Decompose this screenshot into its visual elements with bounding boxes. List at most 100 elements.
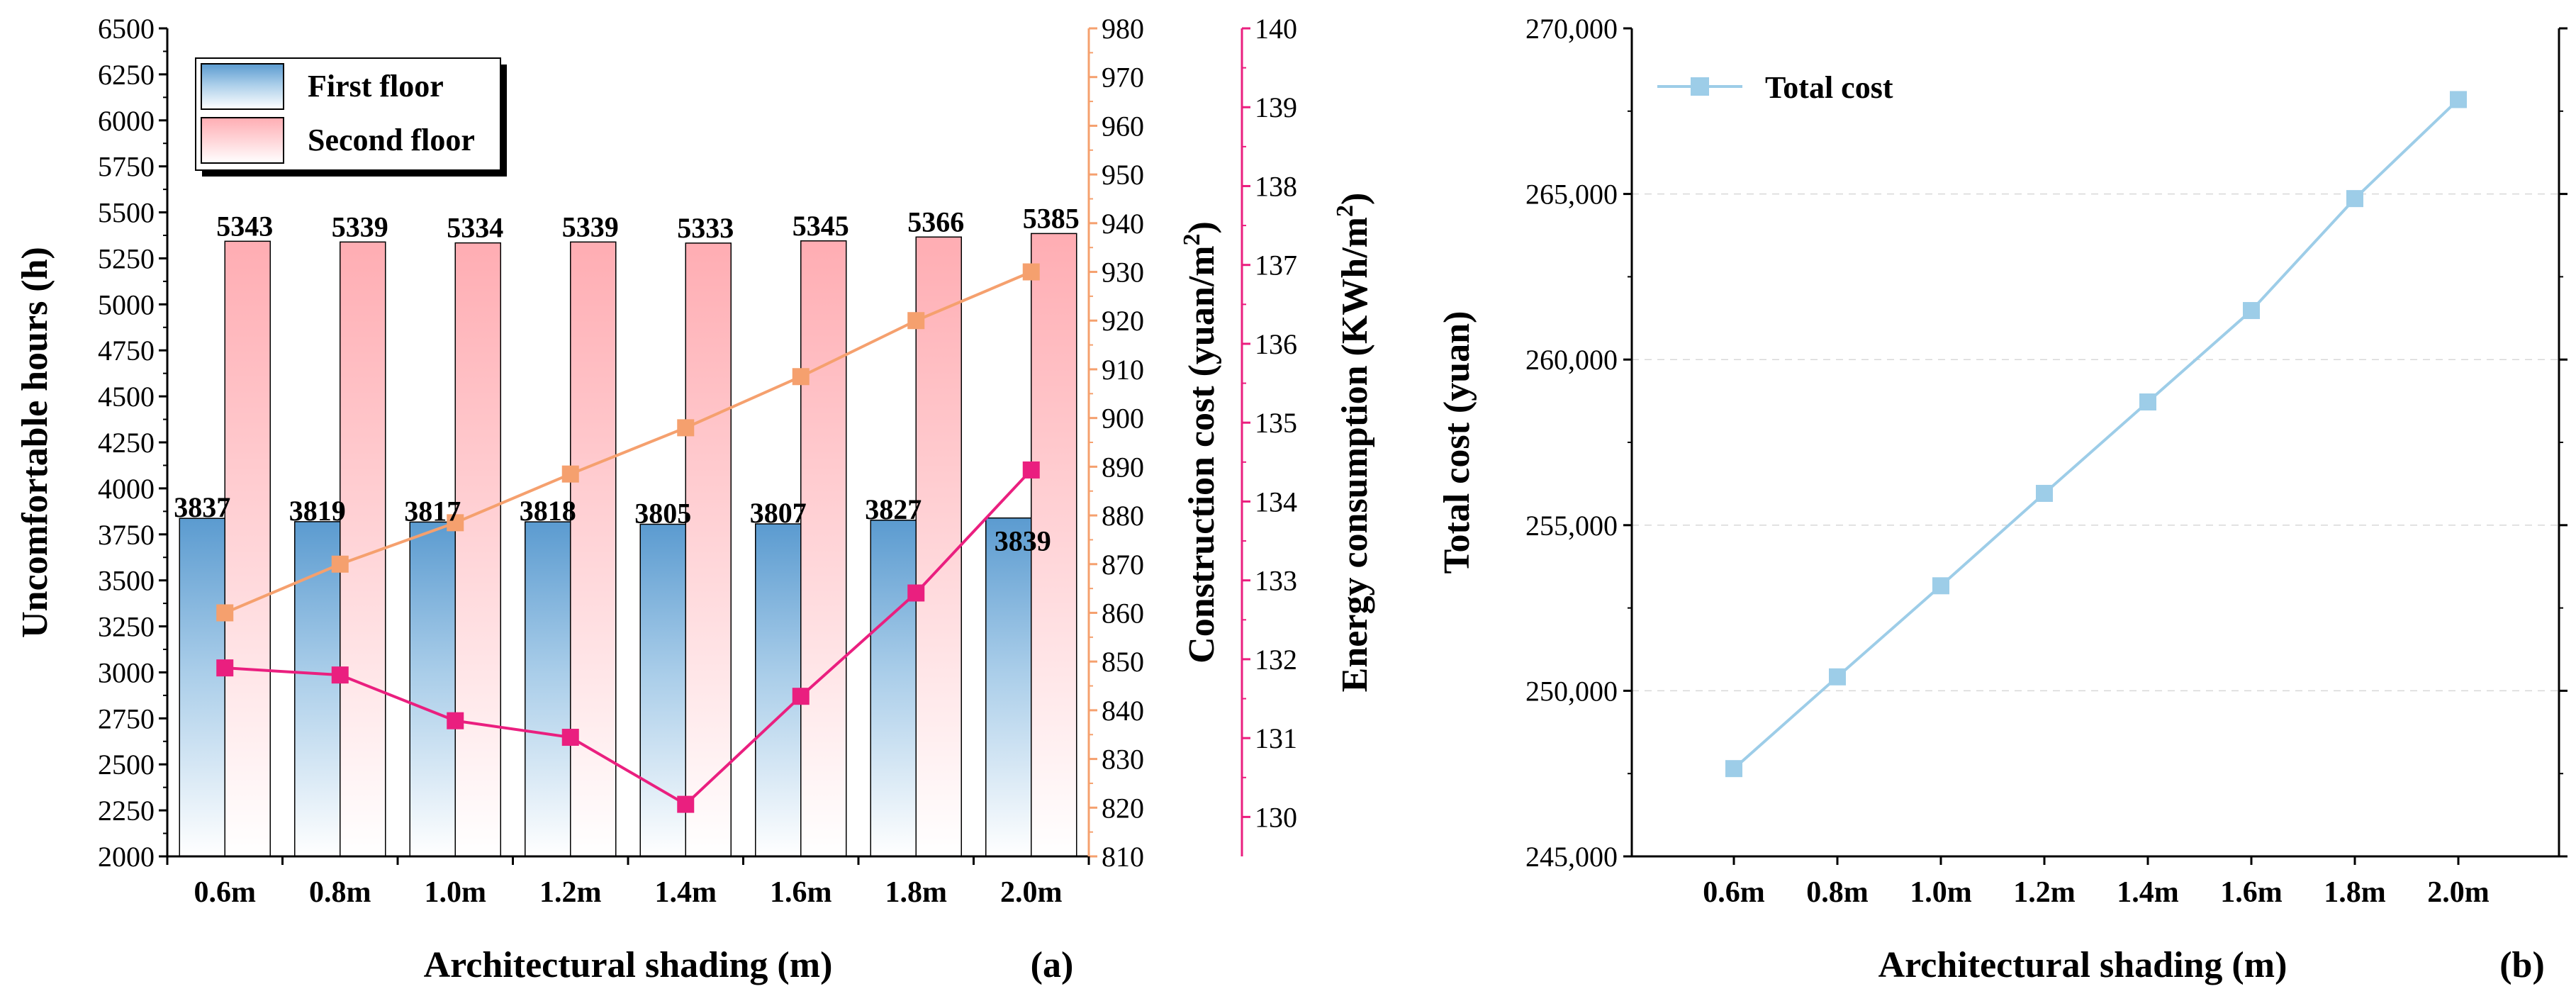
left-tick-label-5500: 5500	[98, 197, 155, 229]
x-tick-label-0.6m: 0.6m	[194, 876, 257, 909]
panel-b-label: (b)	[2499, 945, 2545, 985]
left-tick-label-3000: 3000	[98, 656, 155, 688]
cost-tick-label-940: 940	[1102, 208, 1144, 240]
left-tick-label-2250: 2250	[98, 795, 155, 827]
left-tick-label-4250: 4250	[98, 427, 155, 459]
b-x-tick-label-1.8m: 1.8m	[2324, 876, 2386, 909]
legend-label-total-cost: Total cost	[1765, 70, 1893, 105]
panel-a-energy-ticks: 130 131 132 133 134 135 136 137 138 139 140	[1242, 13, 1297, 833]
bar-first-floor-1.2m	[525, 521, 571, 857]
bar-first-floor-1.8m	[870, 520, 917, 857]
data-label-first-floor-1.8m: 3827	[865, 493, 922, 525]
b-y-tick-label-270,000: 270,000	[1525, 13, 1618, 45]
panel-a-bars	[179, 233, 1077, 857]
x-tick-label-1.0m: 1.0m	[425, 876, 487, 909]
marker-construction-cost-0.8m	[331, 555, 349, 573]
bar-second-floor-2.0m	[1031, 233, 1077, 857]
data-label-second-floor-1.6m: 5345	[793, 210, 849, 242]
x-tick-label-1.4m: 1.4m	[655, 876, 717, 909]
bar-second-floor-1.0m	[454, 242, 501, 857]
marker-construction-cost-1.6m	[792, 368, 810, 386]
left-tick-label-2500: 2500	[98, 749, 155, 781]
bar-first-floor-0.8m	[294, 521, 341, 857]
left-tick-label-5750: 5750	[98, 151, 155, 183]
x-tick-label-1.2m: 1.2m	[539, 876, 602, 909]
bar-second-floor-1.8m	[915, 236, 962, 857]
panel-b-legend: Total cost	[1657, 70, 1893, 105]
b-y-tick-label-265,000: 265,000	[1525, 179, 1618, 211]
cost-tick-label-860: 860	[1102, 597, 1144, 629]
panel-b-line	[1725, 91, 2467, 778]
cost-tick-label-820: 820	[1102, 792, 1144, 824]
cost-tick-label-970: 970	[1102, 62, 1144, 94]
data-label-first-floor-1.6m: 3807	[750, 497, 807, 529]
b-y-tick-label-260,000: 260,000	[1525, 344, 1618, 376]
cost-tick-label-850: 850	[1102, 646, 1144, 678]
x-tick-label-1.8m: 1.8m	[885, 876, 948, 909]
line-total-cost	[1732, 99, 2460, 770]
energy-tick-label-139: 139	[1255, 91, 1297, 123]
marker-energy-consumption-0.6m	[216, 659, 234, 677]
panel-b-ylabel: Total cost (yuan)	[1437, 311, 1477, 574]
b-x-tick-label-1.2m: 1.2m	[2013, 876, 2076, 909]
cost-tick-label-810: 810	[1102, 841, 1144, 873]
data-label-second-floor-1.0m: 5334	[447, 212, 503, 244]
panel-b-xlabel: Architectural shading (m)	[1878, 945, 2287, 985]
energy-tick-label-138: 138	[1255, 170, 1297, 202]
cost-tick-label-880: 880	[1102, 500, 1144, 532]
x-tick-label-2.0m: 2.0m	[1000, 876, 1063, 909]
panel-a-cost-axis-title: Construction cost (yuan/m2)	[1179, 221, 1222, 664]
energy-tick-label-130: 130	[1255, 801, 1297, 833]
marker-total-cost-1.0m	[1932, 577, 1949, 595]
panel-a-energy-axis-title: Energy consumption (KWh/m2)	[1332, 193, 1375, 693]
bar-second-floor-1.2m	[570, 241, 617, 857]
data-label-second-floor-2.0m: 5385	[1023, 202, 1080, 234]
legend-marker-total-cost	[1691, 77, 1709, 96]
left-tick-label-5250: 5250	[98, 242, 155, 274]
data-label-first-floor-2.0m: 3839	[995, 525, 1051, 557]
bar-first-floor-1.0m	[409, 521, 456, 857]
left-tick-label-4750: 4750	[98, 335, 155, 367]
left-tick-label-4000: 4000	[98, 473, 155, 505]
cost-tick-label-830: 830	[1102, 744, 1144, 776]
cost-tick-label-870: 870	[1102, 549, 1144, 581]
marker-total-cost-0.8m	[1829, 668, 1846, 686]
marker-energy-consumption-1.4m	[677, 795, 695, 813]
energy-tick-label-137: 137	[1255, 250, 1297, 281]
bar-first-floor-0.6m	[179, 518, 225, 857]
energy-tick-label-136: 136	[1255, 328, 1297, 360]
energy-tick-label-131: 131	[1255, 722, 1297, 754]
b-x-tick-label-0.6m: 0.6m	[1703, 876, 1765, 909]
bar-second-floor-1.4m	[685, 242, 732, 857]
left-tick-label-6250: 6250	[98, 59, 155, 91]
b-x-tick-label-1.0m: 1.0m	[1910, 876, 1972, 909]
data-label-second-floor-1.2m: 5339	[562, 211, 619, 242]
b-y-tick-label-250,000: 250,000	[1525, 675, 1618, 707]
panel-a: 3837 5343 3819 5339 3817 5334 3818 5339 3805 5333…	[15, 13, 1375, 985]
legend-label-second-floor: Second floor	[308, 123, 475, 157]
b-y-tick-label-255,000: 255,000	[1525, 510, 1618, 542]
b-x-tick-label-0.8m: 0.8m	[1806, 876, 1869, 909]
data-label-first-floor-1.0m: 3817	[404, 495, 461, 527]
panel-a-ylabel: Uncomfortable hours (h)	[15, 247, 55, 638]
b-y-tick-label-245,000: 245,000	[1525, 841, 1618, 873]
panel-b: 245,000 250,000 255,000 260,000 265,000 270,0…	[1437, 13, 2567, 985]
data-label-first-floor-1.4m: 3805	[634, 498, 691, 530]
marker-total-cost-1.2m	[2036, 484, 2053, 502]
panel-b-y-ticks: 245,000 250,000 255,000 260,000 265,000 270,0…	[1525, 13, 2567, 873]
data-label-second-floor-1.4m: 5333	[677, 212, 734, 244]
left-tick-label-3500: 3500	[98, 565, 155, 597]
b-x-tick-label-1.6m: 1.6m	[2220, 876, 2283, 909]
legend-swatch-first-floor	[201, 63, 284, 110]
energy-tick-label-140: 140	[1255, 13, 1297, 45]
energy-tick-label-133: 133	[1255, 565, 1297, 597]
b-x-tick-label-2.0m: 2.0m	[2427, 876, 2490, 909]
data-label-first-floor-1.2m: 3818	[520, 495, 576, 527]
panel-b-x-ticks: 0.6m 0.8m 1.0m 1.2m 1.4m 1.6m 1.8m 2.0m	[1703, 856, 2490, 909]
bar-first-floor-2.0m	[985, 517, 1032, 857]
bar-second-floor-0.6m	[224, 240, 271, 857]
panel-a-xlabel: Architectural shading (m)	[424, 945, 833, 985]
left-tick-label-4500: 4500	[98, 381, 155, 413]
panel-b-gridlines	[1632, 193, 2559, 692]
